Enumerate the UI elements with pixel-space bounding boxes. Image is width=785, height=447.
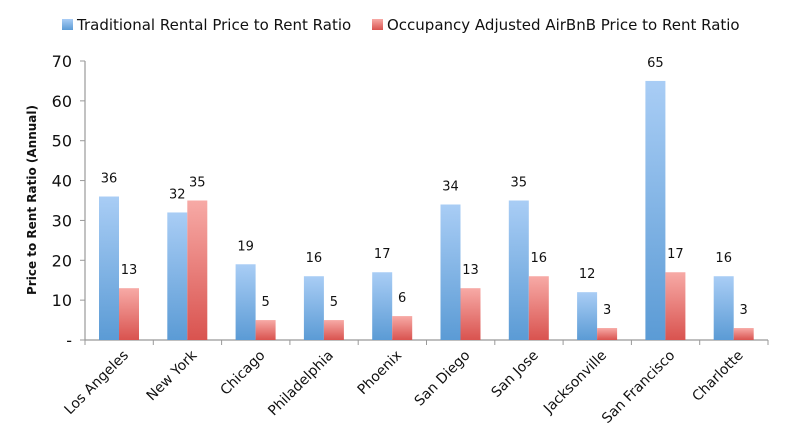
legend-label-airbnb: Occupancy Adjusted AirBnB Price to Rent …: [387, 16, 740, 34]
legend-swatch-airbnb: [372, 19, 383, 30]
y-tick-label: -: [66, 331, 72, 350]
x-tick-label: New York: [144, 347, 201, 404]
bar-airbnb: [187, 200, 208, 340]
data-label: 65: [647, 56, 664, 71]
bar-airbnb: [255, 320, 276, 340]
data-label: 6: [398, 291, 406, 306]
data-label: 17: [374, 247, 391, 262]
bar-traditional: [99, 196, 119, 340]
legend-label-traditional: Traditional Rental Price to Rent Ratio: [76, 16, 351, 34]
data-label: 19: [237, 239, 254, 254]
y-tick-label: 30: [52, 211, 72, 230]
bar-traditional: [167, 212, 188, 340]
data-label: 12: [579, 267, 596, 282]
bar-traditional: [645, 80, 666, 340]
data-label: 5: [261, 295, 269, 310]
legend: Traditional Rental Price to Rent Ratio O…: [62, 16, 740, 34]
x-tick-label: Chicago: [217, 348, 268, 399]
bar-traditional: [303, 276, 324, 340]
bar-airbnb: [323, 320, 344, 340]
data-label: 35: [511, 176, 528, 191]
data-label: 16: [531, 251, 548, 266]
data-label: 32: [169, 187, 186, 202]
legend-swatch-traditional: [62, 19, 73, 30]
data-label: 3: [603, 303, 611, 318]
data-label: 35: [189, 176, 206, 191]
data-label: 5: [330, 295, 338, 310]
bar-traditional: [235, 264, 256, 340]
bar-airbnb: [460, 288, 481, 340]
bar-airbnb: [528, 276, 549, 340]
y-tick-label: 60: [52, 92, 72, 111]
bar-airbnb: [733, 328, 754, 340]
x-tick-label: San Francisco: [599, 348, 678, 427]
bar-airbnb: [597, 328, 618, 340]
x-tick-label: Charlotte: [689, 348, 746, 405]
y-tick-label: 20: [52, 251, 72, 270]
x-tick-label: Philadelphia: [265, 348, 337, 420]
bar-traditional: [713, 276, 734, 340]
bar-airbnb: [392, 316, 413, 340]
data-label: 13: [121, 263, 138, 278]
data-label: 3: [740, 303, 748, 318]
data-label: 16: [306, 251, 323, 266]
y-tick-label: 70: [52, 52, 72, 71]
x-tick-label: Phoenix: [355, 348, 406, 399]
bar-traditional: [508, 200, 529, 340]
x-tick-label: Jacksonville: [540, 348, 610, 418]
bar-traditional: [440, 204, 461, 340]
x-tick-label: Los Angeles: [62, 348, 132, 418]
data-label: 13: [462, 263, 479, 278]
bar-airbnb: [119, 288, 139, 340]
bar-airbnb: [665, 272, 686, 340]
x-tick-label: San Jose: [488, 348, 541, 401]
y-tick-label: 40: [52, 172, 72, 191]
bar-traditional: [372, 272, 393, 340]
data-label: 17: [667, 247, 684, 262]
x-tick-label: San Diego: [412, 348, 474, 410]
data-label: 34: [442, 179, 459, 194]
data-label: 16: [715, 251, 732, 266]
y-tick-label: 50: [52, 132, 72, 151]
y-tick-label: 10: [52, 291, 72, 310]
bar-traditional: [577, 292, 598, 340]
y-axis-label: Price to Rent Ratio (Annual): [25, 105, 39, 295]
data-label: 36: [101, 172, 118, 187]
